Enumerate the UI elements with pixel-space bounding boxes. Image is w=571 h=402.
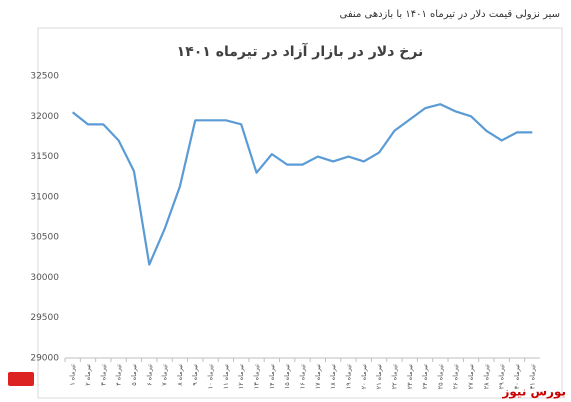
x-tick-label: ۲۳ تیرماه xyxy=(406,364,414,389)
x-tick-label: ۱۴ تیرماه xyxy=(268,364,276,389)
x-tick-label: ۱۱ تیرماه xyxy=(222,364,230,389)
x-tick-label: ۱۹ تیرماه xyxy=(344,364,352,389)
y-tick-label: 29000 xyxy=(30,354,59,364)
x-tick-label: ۱ تیرماه xyxy=(69,364,77,386)
y-tick-label: 30000 xyxy=(30,273,59,283)
x-tick-label: ۷ تیرماه xyxy=(161,364,169,386)
x-tick-label: ۱۷ تیرماه xyxy=(314,364,322,389)
x-tick-label: ۶ تیرماه xyxy=(145,364,153,386)
y-tick-label: 32500 xyxy=(30,72,59,82)
x-tick-label: ۱۳ تیرماه xyxy=(253,364,261,389)
x-tick-label: ۱۵ تیرماه xyxy=(283,364,291,389)
x-tick-label: ۸ تیرماه xyxy=(176,364,184,386)
x-tick-label: ۲۶ تیرماه xyxy=(452,364,460,389)
y-tick-label: 32000 xyxy=(30,112,59,122)
x-tick-label: ۲۰ تیرماه xyxy=(360,364,368,389)
x-tick-label: ۲۲ تیرماه xyxy=(390,364,398,389)
x-tick-label: ۳ تیرماه xyxy=(99,364,107,386)
watermark: بورس نیوز xyxy=(501,385,566,400)
x-tick-label: ۹ تیرماه xyxy=(191,364,199,386)
x-tick-label: ۴ تیرماه xyxy=(115,364,123,386)
y-tick-label: 31000 xyxy=(30,192,59,202)
y-tick-label: 30500 xyxy=(30,233,59,243)
logo xyxy=(8,372,34,386)
x-tick-label: ۱۰ تیرماه xyxy=(207,364,215,389)
chart-frame xyxy=(37,27,563,399)
line xyxy=(71,103,533,266)
chart-title: نرخ دلار در بازار آزاد در تیرماه ۱۴۰۱ xyxy=(177,42,424,60)
x-tick-label: ۲۸ تیرماه xyxy=(482,364,490,389)
x-tick-label: ۵ تیرماه xyxy=(130,364,138,386)
y-tick-label: 31500 xyxy=(30,152,59,162)
caption: سیر نزولی قیمت دلار در تیرماه ۱۴۰۱ با با… xyxy=(340,9,560,20)
x-tick-label: ۱۲ تیرماه xyxy=(237,364,245,389)
x-tick-label: ۱۶ تیرماه xyxy=(299,364,307,389)
x-tick-label: ۲ تیرماه xyxy=(84,364,92,386)
x-tick-label: ۲۵ تیرماه xyxy=(436,364,444,389)
x-tick-label: ۳۰ تیرماه xyxy=(513,364,521,389)
x-tick-label: ۲۴ تیرماه xyxy=(421,364,429,389)
x-tick-label: ۲۱ تیرماه xyxy=(375,364,383,389)
x-tick-label: ۳۱ تیرماه xyxy=(528,364,536,389)
x-tick-label: ۱۸ تیرماه xyxy=(329,364,337,389)
x-tick-label: ۲۷ تیرماه xyxy=(467,364,475,389)
y-tick-label: 29500 xyxy=(30,313,59,323)
x-tick-label: ۲۹ تیرماه xyxy=(498,364,506,389)
